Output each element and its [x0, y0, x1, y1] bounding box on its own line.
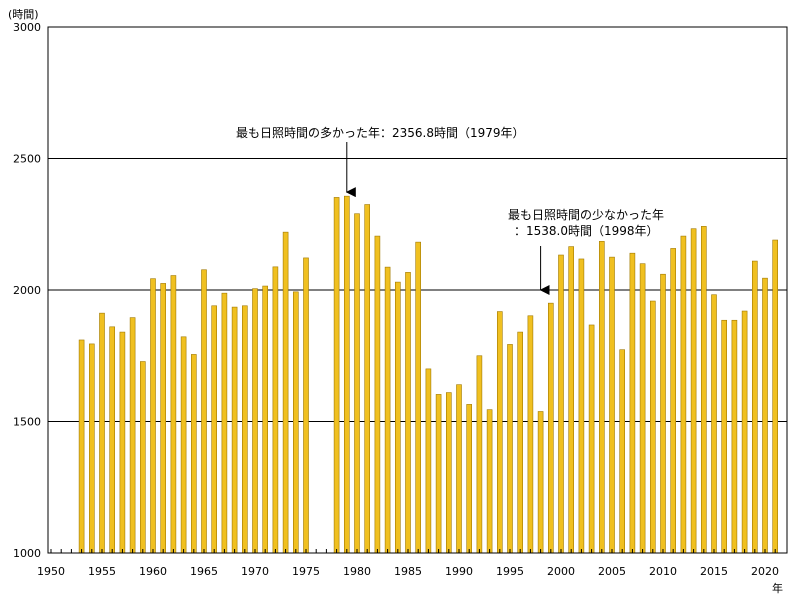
bar-1983	[384, 266, 391, 554]
bar-2018	[741, 310, 748, 554]
bar-1989	[445, 392, 452, 554]
x-tick-label: 1985	[394, 565, 422, 578]
bar-2012	[680, 235, 687, 554]
bar-1994	[496, 311, 503, 554]
bar-1992	[476, 355, 483, 554]
bar-1972	[272, 266, 279, 554]
annotation-text: 最も日照時間の少なかった年	[508, 208, 664, 222]
x-tick-label: 1990	[445, 565, 473, 578]
x-axis-unit: 年	[772, 581, 783, 595]
bar-1975	[303, 257, 309, 554]
bar-1964	[191, 354, 197, 554]
bar-2002	[578, 258, 585, 554]
x-tick-label: 1975	[292, 565, 320, 578]
bar-1955	[99, 312, 105, 554]
bar-1990	[456, 384, 462, 554]
bar-1957	[119, 331, 126, 554]
bar-1968	[231, 306, 238, 554]
plot-frame	[47, 26, 788, 554]
bar-1999	[547, 302, 554, 554]
x-tick-label: 2020	[751, 565, 779, 578]
annotation-text: ：1538.0時間（1998年）	[514, 224, 659, 238]
bar-1962	[170, 275, 177, 554]
bar-1961	[160, 283, 166, 554]
bar-1965	[201, 269, 207, 554]
bar-2016	[721, 319, 728, 554]
x-tick-label: 2005	[598, 565, 626, 578]
annotation-text: 最も日照時間の多かった年：2356.8時間（1979年）	[236, 126, 525, 140]
bar-1954	[89, 343, 95, 554]
bar-1978	[333, 197, 340, 554]
bar-1998	[537, 411, 544, 554]
bar-2007	[629, 252, 636, 554]
bar-1960	[150, 278, 156, 554]
bar-1997	[527, 315, 534, 554]
bar-2006	[619, 349, 626, 554]
bars	[78, 195, 779, 554]
bar-1996	[517, 331, 524, 554]
bar-2003	[588, 324, 595, 554]
y-tick-label: 3000	[13, 21, 41, 34]
bar-2015	[711, 294, 717, 554]
x-tick-label: 1980	[343, 565, 371, 578]
bar-1971	[262, 285, 269, 554]
bar-1953	[78, 339, 85, 554]
x-tick-label: 2015	[700, 565, 728, 578]
bar-2009	[649, 300, 656, 554]
x-tick-label: 1960	[139, 565, 167, 578]
x-tick-label: 1965	[190, 565, 218, 578]
bar-2013	[690, 228, 697, 554]
bar-1981	[364, 204, 371, 554]
bar-1985	[405, 272, 411, 554]
x-tick-label: 1970	[241, 565, 269, 578]
bar-1980	[354, 213, 360, 554]
bar-1959	[140, 361, 146, 554]
bar-1963	[180, 336, 187, 554]
bar-1984	[394, 281, 401, 554]
bar-2008	[639, 263, 646, 554]
y-tick-label: 1000	[13, 547, 41, 560]
bar-1987	[425, 368, 432, 554]
bar-2004	[598, 241, 605, 554]
bar-2010	[660, 273, 666, 554]
bar-1967	[221, 292, 228, 554]
bar-2011	[670, 248, 677, 554]
x-tick-label: 1995	[496, 565, 524, 578]
bar-1966	[211, 305, 217, 554]
y-axis-ticks: 1000 1500 2000 2500 3000	[13, 21, 41, 560]
bar-1974	[292, 291, 299, 554]
x-tick-label: 2010	[649, 565, 677, 578]
bar-1969	[242, 305, 248, 554]
bar-2019	[751, 260, 758, 554]
y-tick-label: 2500	[13, 153, 41, 166]
y-tick-label: 1500	[13, 416, 41, 429]
x-axis-ticks: 1950 1955 1960 1965 1970 1975 1980 1985 1990 1995…	[37, 549, 779, 578]
bar-1970	[252, 288, 258, 554]
bar-2020	[762, 277, 768, 554]
y-tick-label: 2000	[13, 284, 41, 297]
bar-1993	[486, 409, 493, 554]
bar-1995	[507, 344, 513, 554]
bar-1986	[415, 241, 422, 554]
x-tick-label: 1955	[88, 565, 116, 578]
bar-1982	[374, 235, 381, 554]
bar-1991	[466, 404, 473, 554]
bar-2021	[772, 239, 779, 554]
bar-2005	[609, 256, 615, 554]
bar-1958	[129, 317, 136, 554]
bar-1956	[109, 326, 115, 554]
bar-1979	[343, 195, 350, 554]
bar-2001	[568, 246, 575, 554]
bar-2014	[700, 226, 707, 554]
x-tick-label: 2000	[547, 565, 575, 578]
bar-1988	[435, 394, 442, 554]
bar-1973	[282, 231, 289, 554]
bar-2000	[558, 254, 564, 554]
bar-2017	[731, 319, 738, 554]
annotations: 最も日照時間の多かった年：2356.8時間（1979年） 最も日照時間の少なかった…	[236, 126, 664, 295]
y-axis-unit: (時間)	[8, 8, 39, 21]
x-tick-label: 1950	[37, 565, 65, 578]
